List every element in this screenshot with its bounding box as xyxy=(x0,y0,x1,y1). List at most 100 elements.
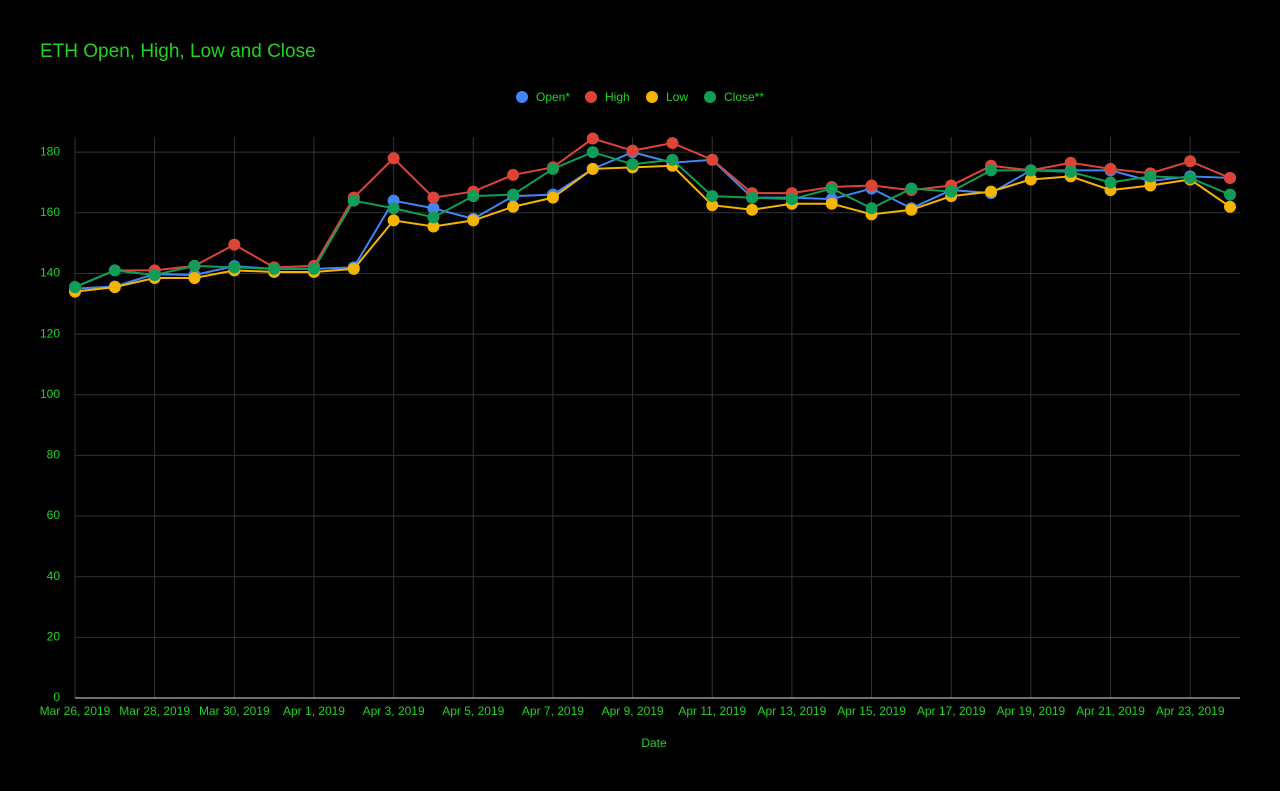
data-point xyxy=(905,182,918,195)
data-point xyxy=(427,211,440,224)
data-point xyxy=(985,164,998,177)
x-tick-label: Apr 11, 2019 xyxy=(678,704,746,718)
legend-marker xyxy=(585,91,597,103)
data-point xyxy=(467,214,480,227)
data-point xyxy=(546,191,559,204)
data-point xyxy=(467,190,480,203)
data-point xyxy=(666,153,679,166)
x-tick-label: Apr 7, 2019 xyxy=(522,704,584,718)
data-point xyxy=(108,264,121,277)
x-tick-label: Mar 30, 2019 xyxy=(199,704,270,718)
data-point xyxy=(507,188,520,201)
data-point xyxy=(1224,188,1236,201)
data-point xyxy=(427,220,440,233)
legend-label: Close** xyxy=(724,90,764,104)
data-point xyxy=(427,202,440,215)
series-line xyxy=(74,151,1231,289)
data-point xyxy=(1184,171,1197,184)
data-point xyxy=(706,199,719,212)
data-point xyxy=(985,185,998,198)
data-point xyxy=(507,168,520,181)
y-tick-label: 120 xyxy=(40,326,60,340)
x-tick-label: Apr 23, 2019 xyxy=(1156,704,1225,718)
data-point xyxy=(387,214,400,227)
x-tick-label: Apr 17, 2019 xyxy=(917,704,986,718)
legend-label: High xyxy=(605,90,630,104)
legend-marker xyxy=(704,91,716,103)
data-point xyxy=(427,191,440,204)
data-point xyxy=(865,179,878,192)
legend-label: Open* xyxy=(536,90,570,104)
data-point xyxy=(188,259,201,272)
data-point xyxy=(785,193,798,206)
x-tick-label: Apr 15, 2019 xyxy=(837,704,906,718)
data-point xyxy=(1104,176,1117,189)
x-tick-label: Apr 1, 2019 xyxy=(283,704,345,718)
data-point xyxy=(586,132,599,145)
series-line xyxy=(74,137,1231,289)
data-point xyxy=(546,162,559,175)
data-point xyxy=(945,185,958,198)
data-point xyxy=(148,268,161,281)
series-line xyxy=(74,164,1231,293)
data-point xyxy=(1224,171,1236,184)
x-tick-label: Apr 5, 2019 xyxy=(442,704,504,718)
data-point xyxy=(626,158,639,171)
data-point xyxy=(1024,164,1037,177)
y-tick-label: 0 xyxy=(53,690,60,704)
x-tick-label: Apr 21, 2019 xyxy=(1076,704,1145,718)
data-point xyxy=(706,190,719,203)
data-point xyxy=(387,152,400,165)
x-tick-label: Mar 26, 2019 xyxy=(40,704,111,718)
y-tick-label: 100 xyxy=(40,387,60,401)
x-tick-label: Apr 3, 2019 xyxy=(363,704,425,718)
data-point xyxy=(825,197,838,210)
data-point xyxy=(746,203,759,216)
data-point xyxy=(1064,165,1077,178)
data-point xyxy=(1224,200,1236,213)
data-point xyxy=(228,261,241,274)
data-point xyxy=(586,146,599,159)
data-point xyxy=(188,272,201,285)
data-point xyxy=(586,162,599,175)
data-point xyxy=(1104,162,1117,175)
data-point xyxy=(228,238,241,251)
data-point xyxy=(387,202,400,215)
chart-title: ETH Open, High, Low and Close xyxy=(40,41,316,62)
data-point xyxy=(865,202,878,215)
y-tick-label: 60 xyxy=(47,508,61,522)
y-tick-label: 180 xyxy=(40,144,60,158)
data-point xyxy=(268,262,281,275)
y-tick-label: 80 xyxy=(47,448,61,462)
data-point xyxy=(825,182,838,195)
data-point xyxy=(706,153,719,166)
y-tick-label: 20 xyxy=(47,630,61,644)
data-point xyxy=(905,203,918,216)
x-tick-label: Apr 19, 2019 xyxy=(997,704,1066,718)
legend-marker xyxy=(516,91,528,103)
data-point xyxy=(307,262,320,275)
x-axis-title: Date xyxy=(641,736,667,750)
data-point xyxy=(507,200,520,213)
data-point xyxy=(626,144,639,157)
data-point xyxy=(746,191,759,204)
x-tick-label: Mar 28, 2019 xyxy=(119,704,190,718)
data-point xyxy=(108,281,121,294)
data-point xyxy=(1064,156,1077,169)
data-point xyxy=(1184,155,1197,168)
data-point xyxy=(347,194,360,207)
y-tick-label: 160 xyxy=(40,205,60,219)
data-point xyxy=(69,281,81,294)
data-point xyxy=(1024,173,1037,186)
data-point xyxy=(1144,170,1157,183)
data-point xyxy=(347,262,360,275)
data-point xyxy=(666,137,679,150)
x-tick-label: Apr 9, 2019 xyxy=(602,704,664,718)
legend-marker xyxy=(646,91,658,103)
x-tick-label: Apr 13, 2019 xyxy=(758,704,827,718)
y-tick-label: 40 xyxy=(47,569,61,583)
y-tick-label: 140 xyxy=(40,266,60,280)
data-point xyxy=(1144,179,1157,192)
legend-label: Low xyxy=(666,90,688,104)
